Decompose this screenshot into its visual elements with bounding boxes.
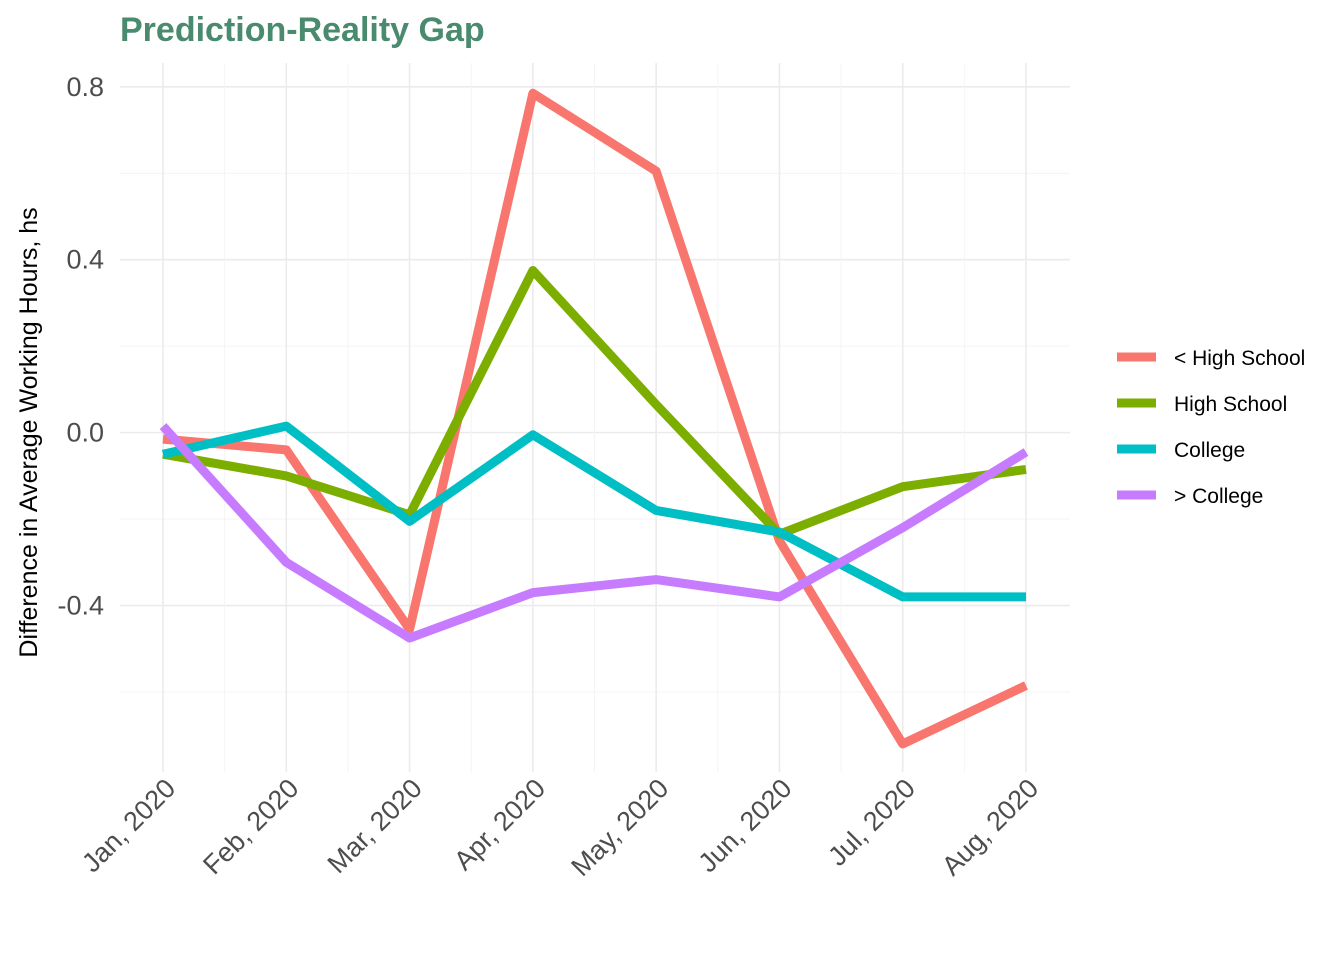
y-tick-label: 0.4 (66, 245, 104, 275)
x-tick-label: May, 2020 (565, 773, 674, 882)
series-lines (159, 88, 1029, 749)
y-axis-ticks: -0.4 0.0 0.4 0.8 (57, 72, 104, 621)
chart-title: Prediction-Reality Gap (120, 11, 485, 49)
y-tick-label: 0.0 (66, 418, 104, 448)
series-line-1 (162, 266, 1027, 539)
series-line-2 (162, 421, 1026, 602)
x-tick-label: Apr, 2020 (448, 773, 551, 876)
legend-label: < High School (1174, 347, 1305, 370)
legend: < High School High School College > College (1117, 347, 1305, 508)
legend-label: High School (1174, 393, 1287, 416)
x-tick-label: Aug, 2020 (936, 773, 1044, 881)
y-tick-label: 0.8 (66, 72, 104, 102)
x-tick-label: Jan, 2020 (76, 773, 181, 878)
x-tick-label: Feb, 2020 (197, 773, 304, 880)
x-tick-label: Mar, 2020 (322, 773, 428, 879)
grid (120, 63, 1070, 772)
y-tick-label: -0.4 (57, 591, 104, 621)
series-line-3 (159, 423, 1029, 643)
x-axis-ticks: Jan, 2020 Feb, 2020 Mar, 2020 Apr, 2020 May,… (76, 773, 1044, 882)
x-tick-label: Jul, 2020 (822, 773, 921, 872)
y-axis-title: Difference in Average Working Hours, hs (15, 207, 43, 657)
legend-label: > College (1174, 485, 1263, 508)
legend-label: College (1174, 439, 1245, 462)
x-tick-label: Jun, 2020 (693, 773, 798, 878)
